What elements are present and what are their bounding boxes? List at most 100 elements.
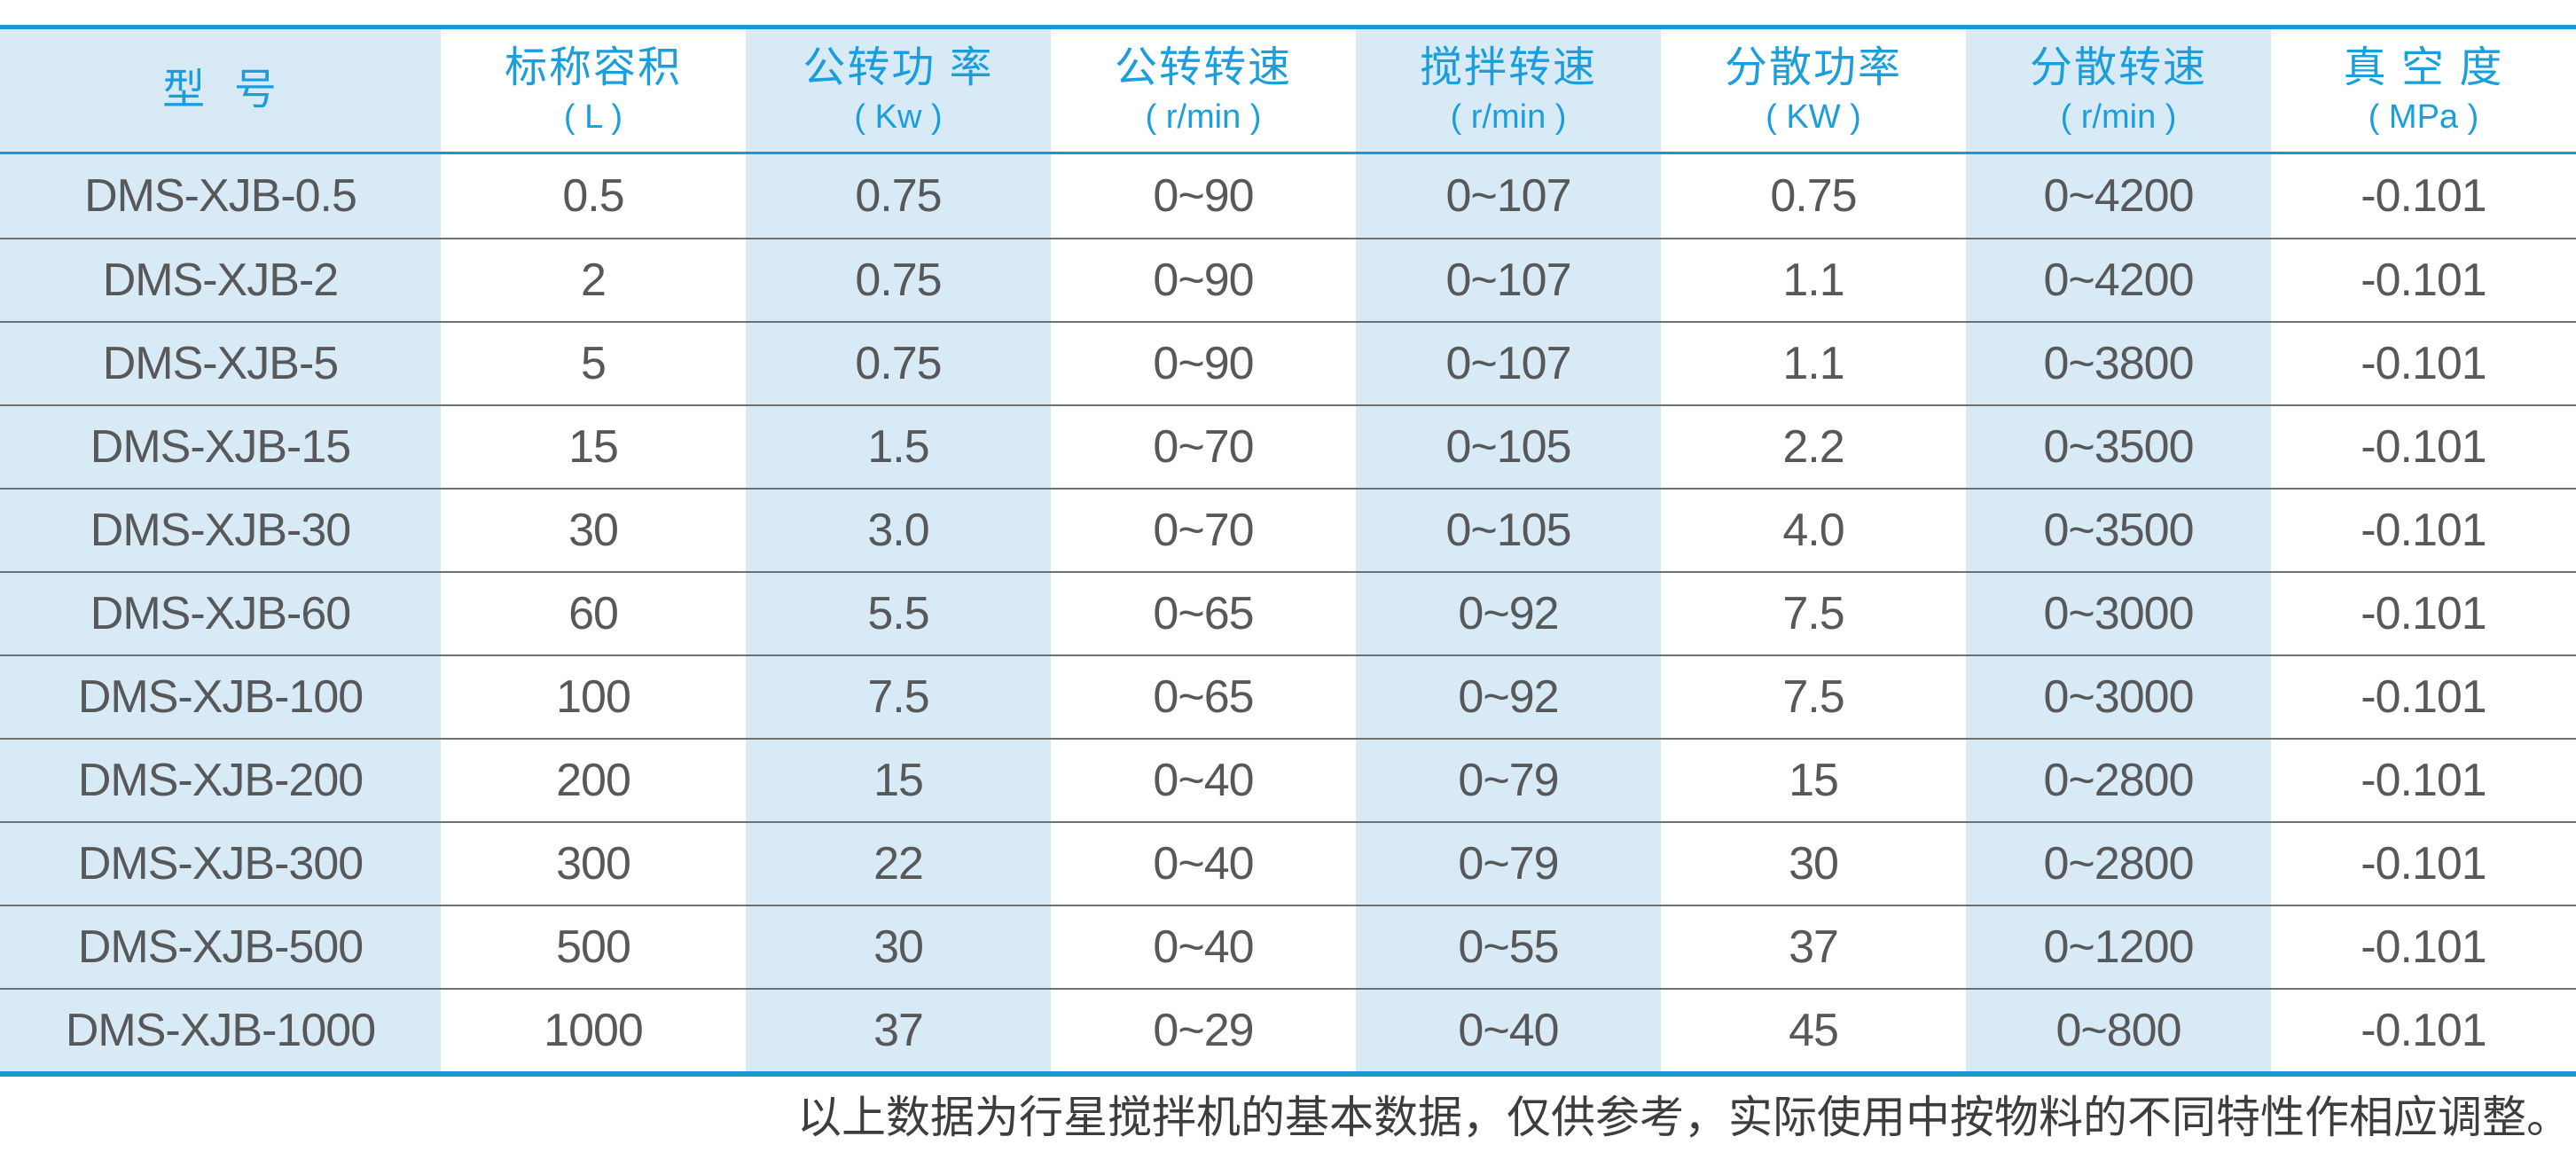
table-cell: 0~92 (1356, 656, 1661, 738)
table-cell: 0~4200 (1966, 154, 2271, 238)
table-cell: -0.101 (2271, 239, 2576, 321)
table-cell: 0~107 (1356, 154, 1661, 238)
table-cell: 0~40 (1051, 906, 1356, 988)
header-label: 型 号 (162, 66, 278, 114)
table-cell: 7.5 (746, 656, 1051, 738)
table-cell: -0.101 (2271, 490, 2576, 571)
table-body: DMS-XJB-0.5 0.5 0.75 0~90 0~107 0.75 0~4200 -0.… (0, 154, 2576, 1071)
header-label: 公转转速 (1114, 43, 1292, 91)
table-cell: 0~90 (1051, 154, 1356, 238)
table-row: DMS-XJB-100 100 7.5 0~65 0~92 7.5 0~3000 -0.101 (0, 654, 2576, 738)
table-cell: 15 (746, 740, 1051, 821)
table-cell: 0.75 (746, 323, 1051, 404)
table-cell: -0.101 (2271, 406, 2576, 488)
table-cell: 0~2800 (1966, 823, 2271, 905)
header-cell-5: 分散功率 ( KW ) (1661, 29, 1966, 152)
table-cell: 0.75 (746, 239, 1051, 321)
table-cell: 0~105 (1356, 490, 1661, 571)
table-row: DMS-XJB-500 500 30 0~40 0~55 37 0~1200 -0.101 (0, 905, 2576, 988)
table-cell: 37 (1661, 906, 1966, 988)
table-cell: 5.5 (746, 573, 1051, 654)
table-cell: 0.5 (441, 154, 746, 238)
header-label: 真 空 度 (2343, 43, 2504, 91)
table-row: DMS-XJB-15 15 1.5 0~70 0~105 2.2 0~3500 -0.101 (0, 404, 2576, 488)
table-cell: -0.101 (2271, 323, 2576, 404)
table-cell: -0.101 (2271, 906, 2576, 988)
header-cell-7: 真 空 度 ( MPa ) (2271, 29, 2576, 152)
header-cell-1: 标称容积 ( L ) (441, 29, 746, 152)
model-cell: DMS-XJB-60 (0, 573, 441, 654)
model-cell: DMS-XJB-2 (0, 239, 441, 321)
table-cell: 0~4200 (1966, 239, 2271, 321)
table-cell: 0~1200 (1966, 906, 2271, 988)
table-cell: 0~107 (1356, 323, 1661, 404)
header-label: 公转功 率 (803, 43, 994, 91)
table-cell: 2.2 (1661, 406, 1966, 488)
header-unit: ( Kw ) (854, 98, 943, 136)
model-cell: DMS-XJB-1000 (0, 990, 441, 1071)
table-cell: 1000 (441, 990, 746, 1071)
table-cell: 0~3000 (1966, 656, 2271, 738)
table-row: DMS-XJB-300 300 22 0~40 0~79 30 0~2800 -0.101 (0, 821, 2576, 905)
table-cell: 60 (441, 573, 746, 654)
table-cell: 500 (441, 906, 746, 988)
table-cell: 0~70 (1051, 490, 1356, 571)
table-cell: 30 (1661, 823, 1966, 905)
table-cell: 7.5 (1661, 573, 1966, 654)
table-cell: 0~90 (1051, 239, 1356, 321)
table-row: DMS-XJB-2 2 0.75 0~90 0~107 1.1 0~4200 -0.101 (0, 238, 2576, 321)
table-cell: 5 (441, 323, 746, 404)
table-cell: 7.5 (1661, 656, 1966, 738)
table-cell: -0.101 (2271, 823, 2576, 905)
model-cell: DMS-XJB-200 (0, 740, 441, 821)
header-unit: ( KW ) (1766, 98, 1861, 136)
header-cell-6: 分散转速 ( r/min ) (1966, 29, 2271, 152)
table-cell: 0.75 (1661, 154, 1966, 238)
table-cell: 0~40 (1051, 823, 1356, 905)
table-cell: 30 (746, 906, 1051, 988)
table-cell: 0.75 (746, 154, 1051, 238)
table-row: DMS-XJB-1000 1000 37 0~29 0~40 45 0~800 -0.101 (0, 988, 2576, 1071)
table-cell: 0~2800 (1966, 740, 2271, 821)
table-cell: 45 (1661, 990, 1966, 1071)
header-label: 分散功率 (1724, 43, 1902, 91)
table-cell: 0~70 (1051, 406, 1356, 488)
table-cell: 0~92 (1356, 573, 1661, 654)
model-cell: DMS-XJB-0.5 (0, 154, 441, 238)
table-cell: -0.101 (2271, 990, 2576, 1071)
table-cell: 2 (441, 239, 746, 321)
header-label: 分散转速 (2029, 43, 2207, 91)
table-row: DMS-XJB-5 5 0.75 0~90 0~107 1.1 0~3800 -0.101 (0, 321, 2576, 404)
table-cell: 15 (441, 406, 746, 488)
table-row: DMS-XJB-60 60 5.5 0~65 0~92 7.5 0~3000 -0.101 (0, 571, 2576, 654)
model-cell: DMS-XJB-100 (0, 656, 441, 738)
header-unit: ( r/min ) (2060, 98, 2177, 136)
model-cell: DMS-XJB-300 (0, 823, 441, 905)
table-cell: 0~3500 (1966, 490, 2271, 571)
model-cell: DMS-XJB-500 (0, 906, 441, 988)
header-unit: ( L ) (563, 98, 623, 136)
header-cell-0: 型 号 (0, 29, 441, 152)
table-cell: 3.0 (746, 490, 1051, 571)
table-cell: 0~65 (1051, 573, 1356, 654)
header-cell-3: 公转转速 ( r/min ) (1051, 29, 1356, 152)
header-cell-4: 搅拌转速 ( r/min ) (1356, 29, 1661, 152)
table-cell: 100 (441, 656, 746, 738)
table-cell: 0~40 (1051, 740, 1356, 821)
table-cell: 0~3500 (1966, 406, 2271, 488)
table-cell: 0~105 (1356, 406, 1661, 488)
model-cell: DMS-XJB-5 (0, 323, 441, 404)
footnote-text: 以上数据为行星搅拌机的基本数据，仅供参考，实际使用中按物料的不同特性作相应调整。 (797, 1092, 2571, 1143)
table-cell: -0.101 (2271, 573, 2576, 654)
table-cell: 0~40 (1356, 990, 1661, 1071)
table-cell: 0~3000 (1966, 573, 2271, 654)
table-cell: 30 (441, 490, 746, 571)
header-label: 标称容积 (504, 43, 682, 91)
table-row: DMS-XJB-30 30 3.0 0~70 0~105 4.0 0~3500 -0.101 (0, 488, 2576, 571)
page: 型 号标称容积( L ) 公转功 率( Kw ) 公转转速( r/min ) 搅拌转速… (0, 25, 2576, 1152)
table-cell: 0~107 (1356, 239, 1661, 321)
table-cell: -0.101 (2271, 656, 2576, 738)
table-cell: 0~79 (1356, 740, 1661, 821)
table-row: DMS-XJB-200 200 15 0~40 0~79 15 0~2800 -0.101 (0, 738, 2576, 821)
table-cell: 0~90 (1051, 323, 1356, 404)
